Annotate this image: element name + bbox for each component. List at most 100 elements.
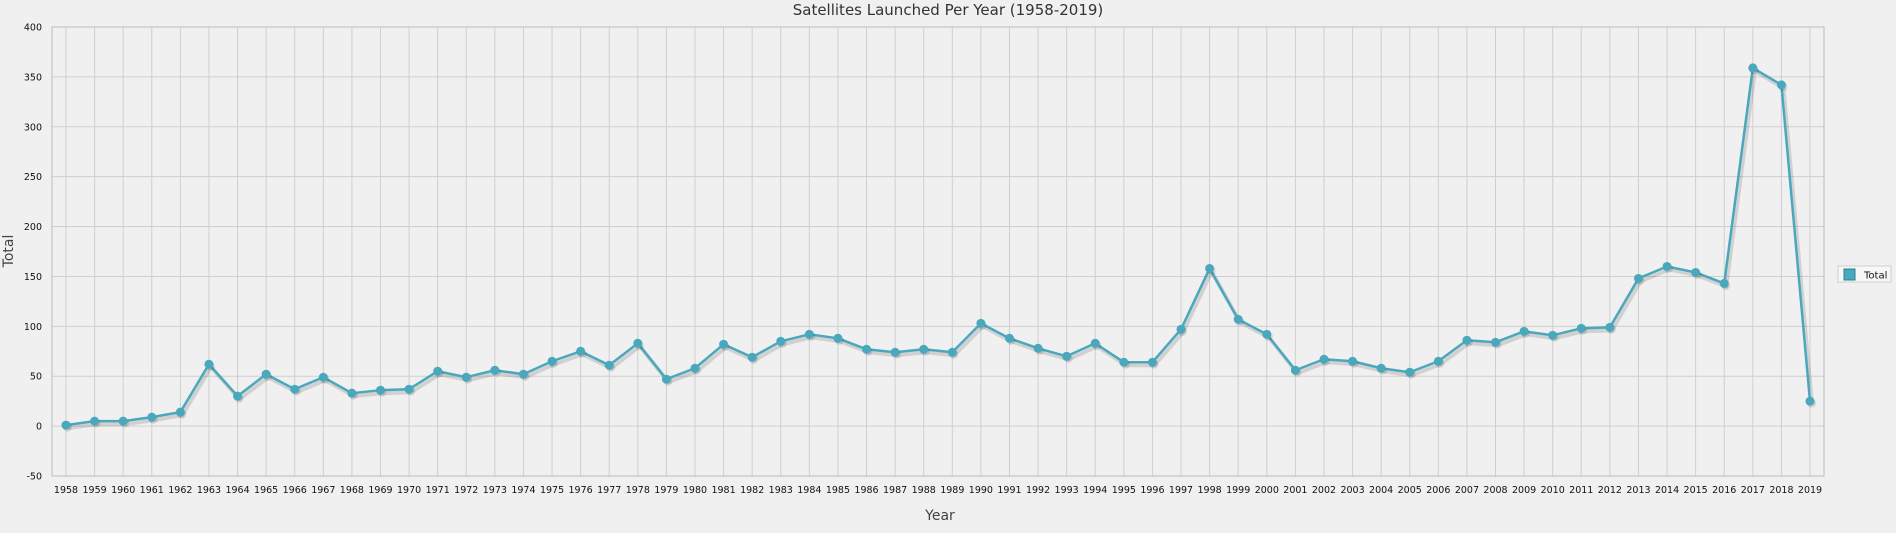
x-tick-label: 1982 bbox=[740, 485, 764, 496]
data-point[interactable] bbox=[690, 363, 700, 373]
series-total bbox=[61, 63, 1816, 432]
data-point[interactable] bbox=[1719, 278, 1729, 288]
data-point[interactable] bbox=[633, 338, 643, 348]
x-tick-label: 1978 bbox=[626, 485, 650, 496]
data-point[interactable] bbox=[404, 384, 414, 394]
data-point[interactable] bbox=[1405, 367, 1415, 377]
x-tick-label: 2016 bbox=[1712, 485, 1736, 496]
x-tick-label: 2014 bbox=[1655, 485, 1679, 496]
data-point[interactable] bbox=[1548, 330, 1558, 340]
data-point[interactable] bbox=[576, 346, 586, 356]
data-point[interactable] bbox=[1691, 267, 1701, 277]
data-point[interactable] bbox=[747, 352, 757, 362]
data-point[interactable] bbox=[375, 385, 385, 395]
data-point[interactable] bbox=[1376, 363, 1386, 373]
y-tick-label: 300 bbox=[24, 122, 42, 133]
data-point[interactable] bbox=[890, 347, 900, 357]
data-point[interactable] bbox=[1576, 323, 1586, 333]
data-point[interactable] bbox=[204, 359, 214, 369]
data-point[interactable] bbox=[719, 339, 729, 349]
data-point[interactable] bbox=[1233, 314, 1243, 324]
legend-swatch-total bbox=[1843, 268, 1856, 281]
data-point[interactable] bbox=[433, 366, 443, 376]
x-tick-label: 1997 bbox=[1169, 485, 1193, 496]
y-tick-label: 250 bbox=[24, 172, 42, 183]
data-point[interactable] bbox=[90, 416, 100, 426]
data-point[interactable] bbox=[604, 360, 614, 370]
x-tick-label: 1984 bbox=[797, 485, 821, 496]
x-tick-label: 1980 bbox=[683, 485, 707, 496]
data-point[interactable] bbox=[1004, 333, 1014, 343]
data-point[interactable] bbox=[1633, 273, 1643, 283]
data-point[interactable] bbox=[1062, 351, 1072, 361]
x-tick-label: 1962 bbox=[168, 485, 192, 496]
data-point[interactable] bbox=[1662, 261, 1672, 271]
x-tick-label: 1999 bbox=[1226, 485, 1250, 496]
data-point[interactable] bbox=[347, 388, 357, 398]
data-point[interactable] bbox=[118, 416, 128, 426]
data-point[interactable] bbox=[804, 329, 814, 339]
data-point[interactable] bbox=[1748, 63, 1758, 73]
x-tick-label: 2001 bbox=[1283, 485, 1307, 496]
data-point[interactable] bbox=[1290, 365, 1300, 375]
data-point[interactable] bbox=[290, 384, 300, 394]
data-point[interactable] bbox=[1262, 329, 1272, 339]
data-point[interactable] bbox=[1176, 324, 1186, 334]
chart-title: Satellites Launched Per Year (1958-2019) bbox=[793, 1, 1104, 19]
y-tick-label: -50 bbox=[26, 472, 42, 483]
x-tick-label: 1983 bbox=[769, 485, 793, 496]
x-tick-label: 2012 bbox=[1598, 485, 1622, 496]
data-point[interactable] bbox=[1491, 337, 1501, 347]
data-point[interactable] bbox=[261, 369, 271, 379]
x-tick-label: 1995 bbox=[1112, 485, 1136, 496]
data-point[interactable] bbox=[547, 356, 557, 366]
series-line-total bbox=[65, 66, 1812, 427]
x-tick-label: 1979 bbox=[654, 485, 678, 496]
data-point[interactable] bbox=[461, 372, 471, 382]
x-tick-label: 2005 bbox=[1398, 485, 1422, 496]
data-point[interactable] bbox=[1147, 357, 1157, 367]
data-point[interactable] bbox=[976, 318, 986, 328]
data-point[interactable] bbox=[833, 333, 843, 343]
data-point[interactable] bbox=[147, 412, 157, 422]
x-tick-label: 1960 bbox=[111, 485, 135, 496]
data-point[interactable] bbox=[1776, 80, 1786, 90]
data-point[interactable] bbox=[1319, 354, 1329, 364]
data-point[interactable] bbox=[776, 336, 786, 346]
x-tick-label: 1967 bbox=[311, 485, 335, 496]
x-tick-label: 1966 bbox=[283, 485, 307, 496]
data-point[interactable] bbox=[919, 344, 929, 354]
x-tick-label: 2000 bbox=[1255, 485, 1279, 496]
x-tick-label: 1990 bbox=[969, 485, 993, 496]
data-point[interactable] bbox=[1433, 356, 1443, 366]
data-point[interactable] bbox=[1805, 396, 1815, 406]
data-point[interactable] bbox=[1348, 356, 1358, 366]
data-point[interactable] bbox=[1605, 322, 1615, 332]
x-tick-labels: 1958 1959 1960 1961 1962 1963 1964 1965 1966 1967… bbox=[54, 485, 1822, 496]
data-point[interactable] bbox=[1519, 326, 1529, 336]
data-point[interactable] bbox=[947, 347, 957, 357]
data-point[interactable] bbox=[1090, 338, 1100, 348]
data-point[interactable] bbox=[61, 420, 71, 430]
data-point[interactable] bbox=[1205, 263, 1215, 273]
data-point[interactable] bbox=[1119, 357, 1129, 367]
data-point[interactable] bbox=[490, 365, 500, 375]
data-point[interactable] bbox=[518, 369, 528, 379]
x-tick-label: 1989 bbox=[940, 485, 964, 496]
x-tick-label: 1969 bbox=[368, 485, 392, 496]
x-tick-label: 1958 bbox=[54, 485, 78, 496]
data-point[interactable] bbox=[1033, 343, 1043, 353]
x-tick-label: 1976 bbox=[569, 485, 593, 496]
x-tick-label: 1961 bbox=[140, 485, 164, 496]
x-tick-label: 1972 bbox=[454, 485, 478, 496]
data-point[interactable] bbox=[862, 344, 872, 354]
data-point[interactable] bbox=[661, 374, 671, 384]
data-point[interactable] bbox=[1462, 335, 1472, 345]
x-tick-label: 1974 bbox=[511, 485, 535, 496]
data-point[interactable] bbox=[175, 407, 185, 417]
data-point[interactable] bbox=[233, 391, 243, 401]
legend[interactable]: Total bbox=[1837, 265, 1892, 283]
y-tick-label: 400 bbox=[24, 23, 42, 34]
data-point[interactable] bbox=[318, 372, 328, 382]
